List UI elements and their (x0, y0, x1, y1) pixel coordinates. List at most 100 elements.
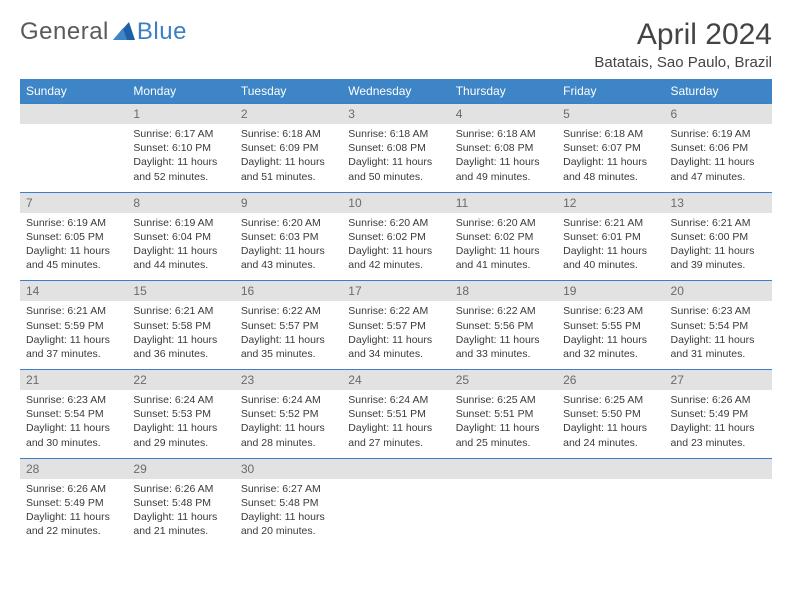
sunset-text: Sunset: 6:00 PM (671, 230, 766, 244)
day-number: 19 (557, 281, 664, 301)
daylight-text: Daylight: 11 hours and 29 minutes. (133, 421, 228, 449)
day-details: Sunrise: 6:21 AMSunset: 6:01 PMDaylight:… (563, 216, 658, 273)
day-cell: 29Sunrise: 6:26 AMSunset: 5:48 PMDayligh… (127, 458, 234, 546)
daylight-text: Daylight: 11 hours and 50 minutes. (348, 155, 443, 183)
sunrise-text: Sunrise: 6:18 AM (348, 127, 443, 141)
day-cell: 27Sunrise: 6:26 AMSunset: 5:49 PMDayligh… (665, 370, 772, 459)
day-cell: 22Sunrise: 6:24 AMSunset: 5:53 PMDayligh… (127, 370, 234, 459)
calendar-table: Sunday Monday Tuesday Wednesday Thursday… (20, 79, 772, 546)
day-cell: 13Sunrise: 6:21 AMSunset: 6:00 PMDayligh… (665, 192, 772, 281)
day-cell: 3Sunrise: 6:18 AMSunset: 6:08 PMDaylight… (342, 104, 449, 193)
sunrise-text: Sunrise: 6:21 AM (133, 304, 228, 318)
day-cell: 18Sunrise: 6:22 AMSunset: 5:56 PMDayligh… (450, 281, 557, 370)
day-cell: 15Sunrise: 6:21 AMSunset: 5:58 PMDayligh… (127, 281, 234, 370)
sunset-text: Sunset: 5:51 PM (348, 407, 443, 421)
daylight-text: Daylight: 11 hours and 45 minutes. (26, 244, 121, 272)
sunrise-text: Sunrise: 6:24 AM (241, 393, 336, 407)
day-cell: 2 Sunrise: 6:18 AMSunset: 6:09 PMDaylight… (235, 104, 342, 193)
day-cell: 20Sunrise: 6:23 AMSunset: 5:54 PMDayligh… (665, 281, 772, 370)
sunset-text: Sunset: 6:10 PM (133, 141, 228, 155)
sunset-text: Sunset: 6:08 PM (456, 141, 551, 155)
sunset-text: Sunset: 5:50 PM (563, 407, 658, 421)
sunset-text: Sunset: 6:05 PM (26, 230, 121, 244)
day-cell: 30 Sunrise: 6:27 AMSunset: 5:48 PMDayligh… (235, 458, 342, 546)
daylight-text: Daylight: 11 hours and 37 minutes. (26, 333, 121, 361)
dayname: Sunday (20, 79, 127, 104)
daylight-text: Daylight: 11 hours and 31 minutes. (671, 333, 766, 361)
day-details: Sunrise: 6:20 AMSunset: 6:02 PMDaylight:… (456, 216, 551, 273)
title-block: April 2024 Batatais, Sao Paulo, Brazil (594, 18, 772, 71)
day-number-empty (557, 459, 664, 479)
day-details: Sunrise: 6:24 AMSunset: 5:52 PMDaylight:… (241, 393, 336, 450)
day-number: 11 (450, 193, 557, 213)
sunset-text: Sunset: 5:56 PM (456, 319, 551, 333)
day-number-empty (450, 459, 557, 479)
day-details: Sunrise: 6:27 AMSunset: 5:48 PMDaylight:… (241, 482, 336, 539)
week-row: 1Sunrise: 6:17 AMSunset: 6:10 PMDaylight… (20, 104, 772, 193)
day-details: Sunrise: 6:18 AMSunset: 6:08 PMDaylight:… (456, 127, 551, 184)
sunset-text: Sunset: 5:58 PM (133, 319, 228, 333)
day-number: 12 (557, 193, 664, 213)
day-number: 23 (235, 370, 342, 390)
day-details: Sunrise: 6:22 AMSunset: 5:57 PMDaylight:… (348, 304, 443, 361)
daylight-text: Daylight: 11 hours and 40 minutes. (563, 244, 658, 272)
week-row: 14Sunrise: 6:21 AMSunset: 5:59 PMDayligh… (20, 281, 772, 370)
calendar-page: General Blue April 2024 Batatais, Sao Pa… (0, 0, 792, 564)
sunrise-text: Sunrise: 6:22 AM (348, 304, 443, 318)
daylight-text: Daylight: 11 hours and 39 minutes. (671, 244, 766, 272)
week-row: 28Sunrise: 6:26 AMSunset: 5:49 PMDayligh… (20, 458, 772, 546)
day-cell: 10Sunrise: 6:20 AMSunset: 6:02 PMDayligh… (342, 192, 449, 281)
sunrise-text: Sunrise: 6:24 AM (348, 393, 443, 407)
daylight-text: Daylight: 11 hours and 24 minutes. (563, 421, 658, 449)
calendar-head: Sunday Monday Tuesday Wednesday Thursday… (20, 79, 772, 104)
sunset-text: Sunset: 5:51 PM (456, 407, 551, 421)
day-number-empty (665, 459, 772, 479)
day-details: Sunrise: 6:26 AMSunset: 5:48 PMDaylight:… (133, 482, 228, 539)
daylight-text: Daylight: 11 hours and 35 minutes. (241, 333, 336, 361)
sunset-text: Sunset: 6:07 PM (563, 141, 658, 155)
day-details: Sunrise: 6:26 AMSunset: 5:49 PMDaylight:… (26, 482, 121, 539)
day-details: Sunrise: 6:24 AMSunset: 5:53 PMDaylight:… (133, 393, 228, 450)
daylight-text: Daylight: 11 hours and 30 minutes. (26, 421, 121, 449)
day-cell (342, 458, 449, 546)
daylight-text: Daylight: 11 hours and 21 minutes. (133, 510, 228, 538)
daylight-text: Daylight: 11 hours and 32 minutes. (563, 333, 658, 361)
sunrise-text: Sunrise: 6:26 AM (133, 482, 228, 496)
day-details: Sunrise: 6:17 AMSunset: 6:10 PMDaylight:… (133, 127, 228, 184)
day-cell: 25Sunrise: 6:25 AMSunset: 5:51 PMDayligh… (450, 370, 557, 459)
day-number-empty (342, 459, 449, 479)
sunrise-text: Sunrise: 6:18 AM (563, 127, 658, 141)
day-details: Sunrise: 6:21 AMSunset: 6:00 PMDaylight:… (671, 216, 766, 273)
day-cell: 16 Sunrise: 6:22 AMSunset: 5:57 PMDayligh… (235, 281, 342, 370)
day-number: 16 (235, 281, 342, 301)
header: General Blue April 2024 Batatais, Sao Pa… (20, 18, 772, 71)
sunrise-text: Sunrise: 6:25 AM (563, 393, 658, 407)
sunset-text: Sunset: 6:09 PM (241, 141, 336, 155)
daylight-text: Daylight: 11 hours and 42 minutes. (348, 244, 443, 272)
day-cell: 28Sunrise: 6:26 AMSunset: 5:49 PMDayligh… (20, 458, 127, 546)
dayname-row: Sunday Monday Tuesday Wednesday Thursday… (20, 79, 772, 104)
dayname: Wednesday (342, 79, 449, 104)
daylight-text: Daylight: 11 hours and 27 minutes. (348, 421, 443, 449)
sunset-text: Sunset: 5:48 PM (241, 496, 336, 510)
sunset-text: Sunset: 6:04 PM (133, 230, 228, 244)
day-number: 2 (235, 104, 342, 124)
sunrise-text: Sunrise: 6:27 AM (241, 482, 336, 496)
day-number-empty (20, 104, 127, 124)
logo-triangle-icon (113, 22, 135, 43)
day-cell: 5Sunrise: 6:18 AMSunset: 6:07 PMDaylight… (557, 104, 664, 193)
sunset-text: Sunset: 6:06 PM (671, 141, 766, 155)
dayname: Saturday (665, 79, 772, 104)
day-cell: 11 Sunrise: 6:20 AMSunset: 6:02 PMDayligh… (450, 192, 557, 281)
daylight-text: Daylight: 11 hours and 22 minutes. (26, 510, 121, 538)
sunrise-text: Sunrise: 6:21 AM (563, 216, 658, 230)
sunrise-text: Sunrise: 6:22 AM (241, 304, 336, 318)
sunset-text: Sunset: 5:49 PM (671, 407, 766, 421)
day-number: 30 (235, 459, 342, 479)
daylight-text: Daylight: 11 hours and 49 minutes. (456, 155, 551, 183)
day-cell: 17Sunrise: 6:22 AMSunset: 5:57 PMDayligh… (342, 281, 449, 370)
day-details: Sunrise: 6:18 AMSunset: 6:09 PMDaylight:… (241, 127, 336, 184)
day-cell (450, 458, 557, 546)
week-row: 21Sunrise: 6:23 AMSunset: 5:54 PMDayligh… (20, 370, 772, 459)
sunset-text: Sunset: 5:57 PM (241, 319, 336, 333)
